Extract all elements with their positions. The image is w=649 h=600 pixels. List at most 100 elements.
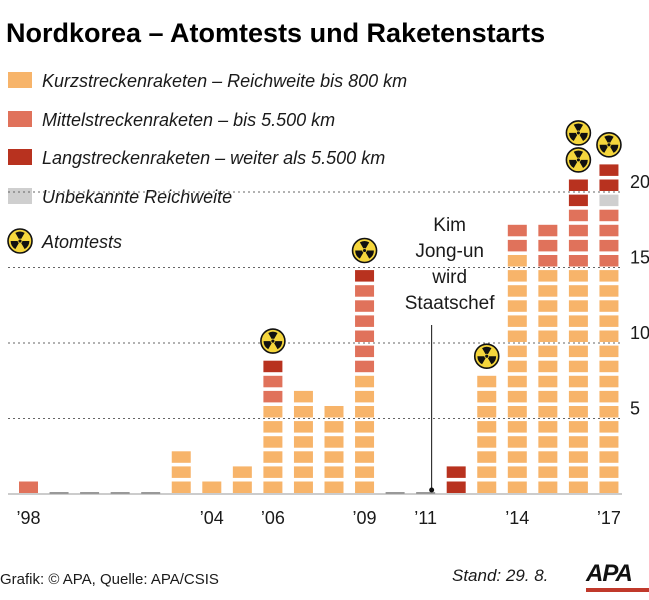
legend-label-lang: Langstreckenraketen – weiter als 5.500 k… bbox=[42, 148, 385, 168]
block-kurz-2016 bbox=[568, 451, 588, 463]
block-kurz-2015 bbox=[538, 300, 558, 312]
block-kurz-2016 bbox=[568, 406, 588, 418]
legend-label-mittel: Mittelstreckenraketen – bis 5.500 km bbox=[42, 110, 335, 130]
block-kurz-2007 bbox=[293, 481, 313, 493]
empty-marker-2000 bbox=[80, 492, 100, 494]
block-kurz-2016 bbox=[568, 315, 588, 327]
block-kurz-2017 bbox=[599, 421, 619, 433]
block-kurz-2015 bbox=[538, 451, 558, 463]
block-mittel-2016 bbox=[568, 224, 588, 237]
bar-2014 bbox=[507, 224, 527, 493]
block-mittel-2006 bbox=[263, 390, 283, 403]
annotation: Kim Jong-un wird Staatschef bbox=[405, 215, 495, 493]
block-kurz-2014 bbox=[507, 466, 527, 478]
block-mittel-2017 bbox=[599, 255, 619, 267]
block-kurz-2008 bbox=[324, 481, 344, 493]
source-credit: Grafik: © APA, Quelle: APA/CSIS bbox=[0, 571, 219, 588]
block-kurz-2009 bbox=[355, 451, 375, 463]
block-lang-2006 bbox=[263, 360, 283, 373]
apa-logo-bar bbox=[586, 588, 649, 592]
block-kurz-2013 bbox=[477, 451, 497, 463]
block-kurz-2009 bbox=[355, 436, 375, 448]
block-kurz-2013 bbox=[477, 481, 497, 493]
x-tick-label: ’06 bbox=[261, 508, 285, 528]
x-axis: ’98 ’04 ’06 ’09 ’11 ’14 ’17 bbox=[16, 508, 620, 528]
block-kurz-2014 bbox=[507, 285, 527, 297]
block-kurz-2016 bbox=[568, 360, 588, 373]
block-kurz-2016 bbox=[568, 285, 588, 297]
y-tick-label: 5 bbox=[630, 399, 640, 419]
block-mittel-2017 bbox=[599, 239, 619, 252]
block-kurz-2007 bbox=[293, 406, 313, 418]
bar-2013 bbox=[473, 343, 500, 493]
bar-2007 bbox=[293, 390, 313, 493]
block-kurz-2005 bbox=[232, 481, 252, 493]
block-kurz-2017 bbox=[599, 481, 619, 493]
legend-swatch-mittel bbox=[8, 111, 32, 127]
block-mittel-2017 bbox=[599, 224, 619, 237]
annotation-line: Kim bbox=[433, 215, 466, 236]
x-tick-label: ’14 bbox=[505, 508, 529, 528]
block-kurz-2013 bbox=[477, 390, 497, 403]
block-kurz-2007 bbox=[293, 421, 313, 433]
block-kurz-2015 bbox=[538, 330, 558, 342]
block-mittel-2015 bbox=[538, 255, 558, 267]
block-kurz-2006 bbox=[263, 406, 283, 418]
block-mittel-2016 bbox=[568, 239, 588, 252]
block-kurz-2006 bbox=[263, 466, 283, 478]
block-kurz-2015 bbox=[538, 315, 558, 327]
bar-2010 bbox=[385, 492, 405, 494]
block-unbekannt-2017 bbox=[599, 194, 619, 207]
block-kurz-2015 bbox=[538, 285, 558, 297]
block-mittel-2017 bbox=[599, 209, 619, 222]
bar-2016 bbox=[565, 120, 592, 493]
block-kurz-2014 bbox=[507, 436, 527, 448]
annotation-dot bbox=[429, 487, 435, 493]
legend: Kurzstreckenraketen – Reichweite bis 800… bbox=[7, 71, 407, 254]
block-kurz-2015 bbox=[538, 360, 558, 373]
y-tick-label: 10 bbox=[630, 323, 649, 343]
x-tick-label: ’09 bbox=[353, 508, 377, 528]
bar-2017 bbox=[596, 132, 622, 493]
block-kurz-2016 bbox=[568, 481, 588, 493]
block-kurz-2009 bbox=[355, 406, 375, 418]
y-tick-label: 15 bbox=[630, 248, 649, 268]
block-kurz-2013 bbox=[477, 375, 497, 388]
bar-2001 bbox=[110, 492, 130, 494]
block-kurz-2017 bbox=[599, 285, 619, 297]
block-kurz-2007 bbox=[293, 390, 313, 403]
block-kurz-2003 bbox=[171, 451, 191, 463]
bar-2008 bbox=[324, 406, 344, 493]
block-kurz-2009 bbox=[355, 375, 375, 388]
bar-2005 bbox=[232, 466, 252, 493]
x-tick-label: ’98 bbox=[16, 508, 40, 528]
block-kurz-2014 bbox=[507, 300, 527, 312]
annotation-line: Staatschef bbox=[405, 293, 495, 314]
legend-label-unbekannt: Unbekannte Reichweite bbox=[42, 187, 232, 207]
empty-marker-2002 bbox=[141, 492, 161, 494]
block-kurz-2015 bbox=[538, 390, 558, 403]
bar-2002 bbox=[141, 492, 161, 494]
block-kurz-2017 bbox=[599, 345, 619, 358]
block-lang-2009 bbox=[355, 270, 375, 282]
y-axis: 5 10 15 20 bbox=[630, 172, 649, 419]
block-kurz-2014 bbox=[507, 360, 527, 373]
bars bbox=[19, 120, 622, 494]
bar-2015 bbox=[538, 224, 558, 493]
block-kurz-2008 bbox=[324, 406, 344, 418]
block-kurz-2016 bbox=[568, 390, 588, 403]
block-kurz-2017 bbox=[599, 451, 619, 463]
chart-title: Nordkorea – Atomtests und Raketenstarts bbox=[6, 18, 545, 48]
block-mittel-2009 bbox=[355, 315, 375, 327]
block-kurz-2014 bbox=[507, 255, 527, 267]
block-kurz-2014 bbox=[507, 390, 527, 403]
block-kurz-2016 bbox=[568, 330, 588, 342]
block-kurz-2015 bbox=[538, 481, 558, 493]
annotation-line: wird bbox=[431, 267, 467, 288]
apa-logo: APA bbox=[586, 560, 633, 587]
block-kurz-2008 bbox=[324, 421, 344, 433]
block-kurz-2016 bbox=[568, 270, 588, 282]
block-kurz-2009 bbox=[355, 421, 375, 433]
legend-radiation-icon bbox=[7, 228, 33, 254]
block-lang-2016 bbox=[568, 179, 588, 191]
